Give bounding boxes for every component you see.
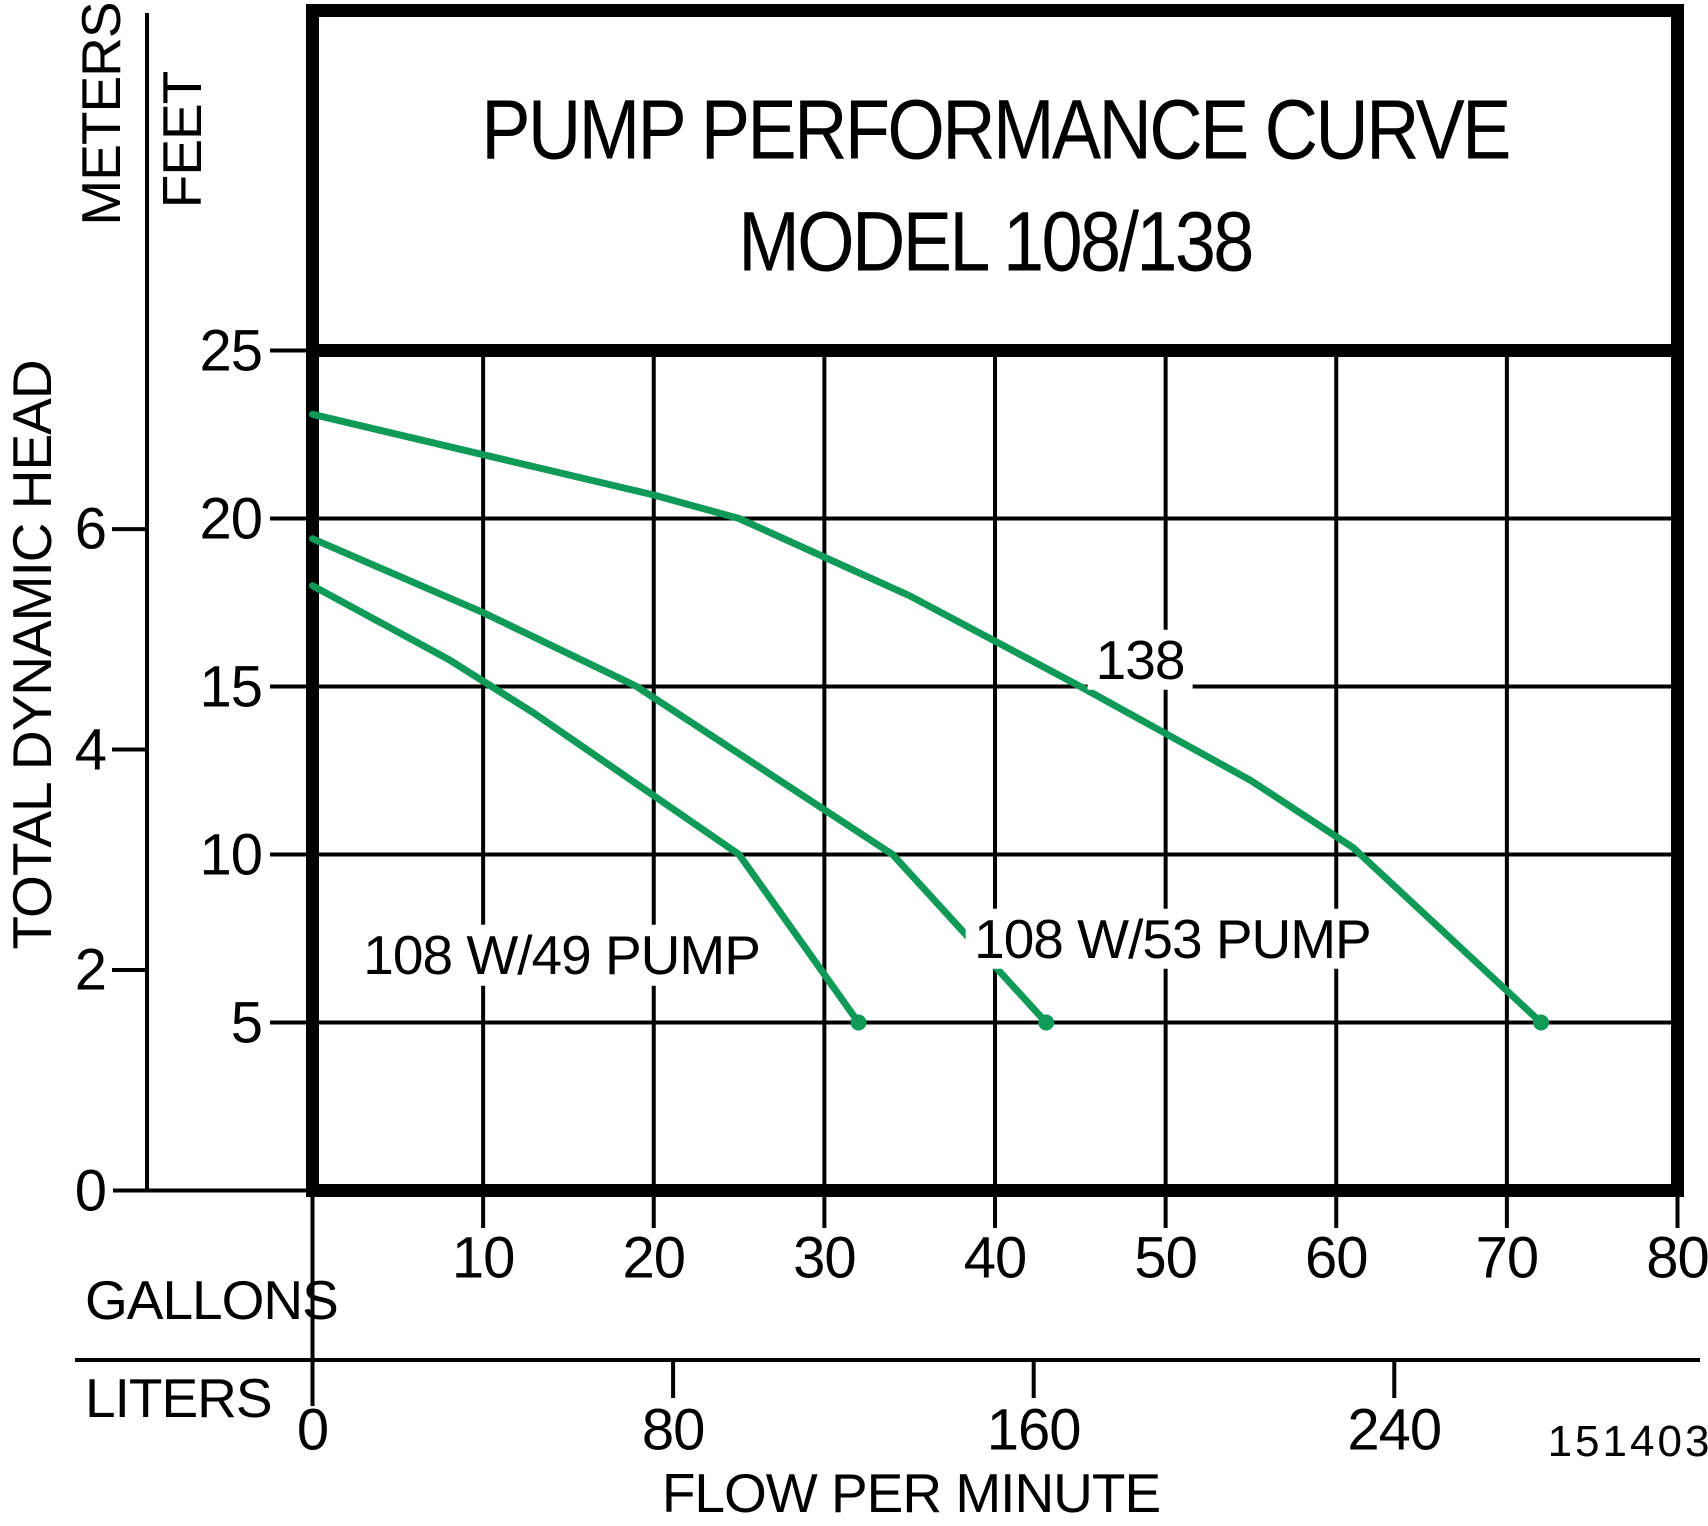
chart-title-line1: PUMP PERFORMANCE CURVE: [481, 82, 1511, 177]
meters-tick-0: 0: [74, 1158, 107, 1223]
x-axis-title: FLOW PER MINUTE: [661, 1462, 1161, 1524]
gallons-tick-10: 10: [451, 1225, 516, 1291]
curve-label-138: 138: [1087, 629, 1193, 690]
gallons-tick-20: 20: [622, 1225, 686, 1291]
meters-tick-6: 6: [74, 496, 107, 562]
liters-tick-240: 240: [1347, 1397, 1442, 1463]
curve-label-108-w-53-pump: 108 W/53 PUMP: [966, 908, 1379, 969]
feet-tick-20: 20: [199, 486, 263, 551]
liters-tick-0: 0: [296, 1397, 329, 1463]
liters-row-label: LITERS: [85, 1367, 273, 1429]
feet-tick-25: 25: [199, 318, 263, 383]
curve-108-w-49-pump: [309, 582, 862, 1026]
gallons-tick-70: 70: [1475, 1225, 1540, 1291]
gallons-tick-40: 40: [963, 1225, 1028, 1291]
curve-endpoint-dot: [1038, 1014, 1055, 1031]
gallons-row-label: GALLONS: [85, 1269, 339, 1331]
curve-108-w-53-pump: [309, 535, 1050, 1026]
meters-tick-2: 2: [74, 937, 107, 1003]
gallons-tick-80: 80: [1646, 1225, 1708, 1291]
feet-tick-15: 15: [199, 654, 263, 719]
feet-tick-5: 5: [230, 990, 263, 1055]
feet-tick-10: 10: [199, 822, 263, 887]
gallons-tick-30: 30: [793, 1225, 857, 1291]
document-code: 151403: [1547, 1417, 1708, 1466]
curve-138: [309, 410, 1545, 1026]
curve-label-108-w-49-pump: 108 W/49 PUMP: [355, 925, 768, 986]
chart-title-line2: MODEL 108/138: [738, 194, 1254, 289]
gallons-tick-50: 50: [1134, 1225, 1198, 1291]
curve-endpoint-dot: [850, 1014, 867, 1031]
meters-tick-4: 4: [74, 717, 107, 783]
liters-tick-160: 160: [986, 1397, 1082, 1463]
curve-endpoint-dot: [1533, 1014, 1549, 1031]
gallons-tick-60: 60: [1304, 1225, 1369, 1291]
liters-tick-80: 80: [641, 1397, 706, 1463]
